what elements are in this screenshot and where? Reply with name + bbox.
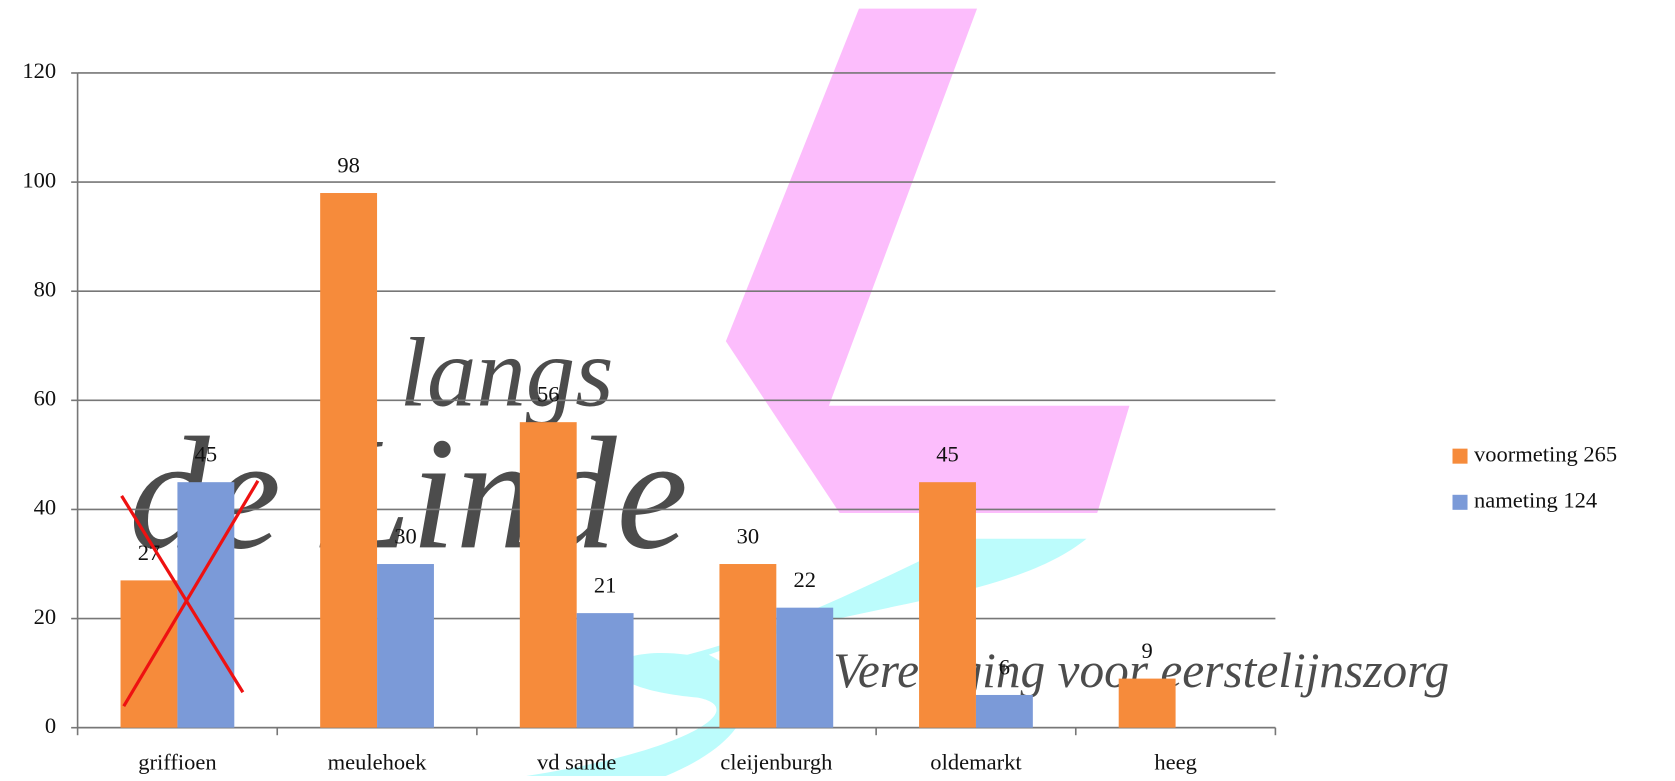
- x-tick-label: vd sande: [537, 749, 616, 774]
- legend-swatch: [1452, 494, 1468, 510]
- data-label: 30: [394, 523, 417, 548]
- logo-swoosh: [526, 538, 1087, 776]
- legend-label: nameting 124: [1474, 487, 1597, 512]
- bar: [120, 580, 178, 728]
- bar: [719, 564, 777, 728]
- logo-shape: [725, 8, 1130, 514]
- y-tick-label: 40: [34, 495, 57, 520]
- data-label: 6: [999, 654, 1010, 679]
- bar: [320, 193, 378, 728]
- bar: [177, 482, 235, 728]
- y-tick-label: 80: [34, 276, 57, 301]
- watermark-text: langs: [400, 319, 614, 428]
- x-tick-label: cleijenburgh: [720, 749, 832, 774]
- data-label: 98: [337, 152, 360, 177]
- x-tick-label: heeg: [1154, 749, 1197, 774]
- data-label: 45: [195, 442, 218, 467]
- y-tick-label: 20: [34, 604, 57, 629]
- x-tick-label: griffioen: [138, 749, 216, 774]
- legend-swatch: [1452, 448, 1468, 464]
- x-tick-label: oldemarkt: [930, 749, 1022, 774]
- bar: [519, 422, 577, 728]
- data-label: 9: [1142, 638, 1153, 663]
- data-label: 27: [138, 540, 161, 565]
- bar: [1118, 678, 1176, 728]
- y-tick-label: 120: [22, 58, 56, 83]
- data-label: 56: [537, 382, 560, 407]
- bar: [776, 607, 834, 728]
- bar: [975, 694, 1033, 728]
- data-label: 45: [936, 442, 959, 467]
- cross-out: [120, 480, 260, 708]
- bar: [576, 613, 634, 728]
- bar: [377, 564, 434, 728]
- y-tick-label: 100: [22, 167, 56, 192]
- data-label: 22: [794, 567, 817, 592]
- y-tick-label: 60: [34, 386, 57, 411]
- y-tick-label: 0: [45, 713, 56, 738]
- plot: 0 20 40 60 80 100 120 griffioen 27 45 meulehoek 98 3…: [22, 58, 1617, 774]
- legend-label: voormeting 265: [1474, 441, 1617, 466]
- data-label: 30: [737, 523, 760, 548]
- x-tick-label: meulehoek: [328, 749, 428, 774]
- data-label: 21: [594, 573, 617, 598]
- bar: [919, 482, 976, 728]
